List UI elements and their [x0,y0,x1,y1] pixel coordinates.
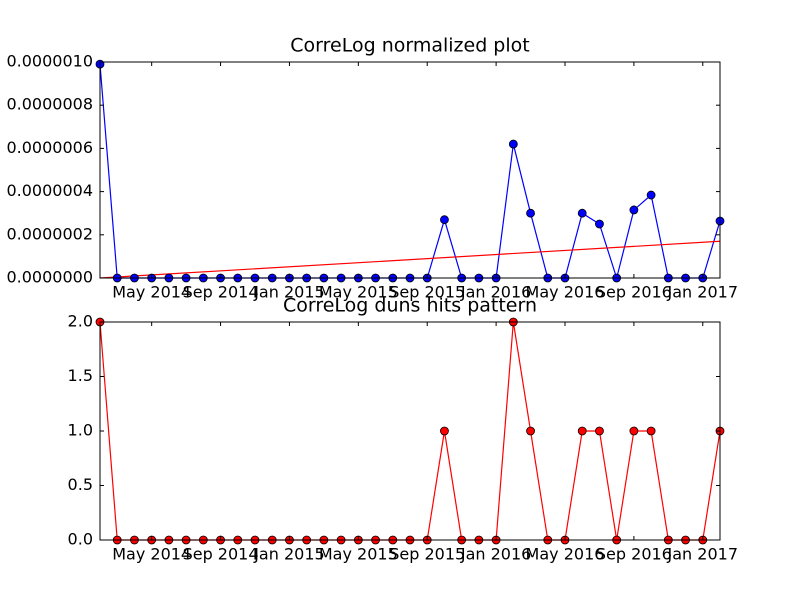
trend-line [99,240,721,279]
point [526,208,535,218]
x-tick-label: Sep 2015 [389,283,465,302]
point [646,426,656,436]
x-tick-label: May 2014 [112,545,191,564]
point [595,426,604,436]
x-tick-label: Sep 2016 [596,545,672,564]
x-tick-label: Jan 2016 [460,545,531,564]
x-tick-label: Jan 2017 [667,545,738,564]
x-tick-label: Jan 2017 [667,283,738,302]
point [526,426,535,436]
plot-frame [99,61,721,279]
x-tick-label: Jan 2015 [253,545,324,564]
y-tick-label: 0.0000000 [6,268,93,287]
point [577,426,587,436]
y-tick-label: 1.5 [68,366,93,385]
y-tick-label: 0.0000004 [6,181,93,200]
point [577,208,587,218]
x-tick-label: Sep 2015 [389,545,465,564]
point [629,426,639,436]
y-tick-label: 0.0000002 [6,224,93,243]
point [595,219,604,229]
y-tick-label: 0.0000010 [6,52,93,71]
point [440,426,449,436]
x-tick-label: Jan 2015 [253,283,324,302]
point [646,190,656,200]
y-tick-label: 2.0 [68,312,93,331]
x-tick-label: May 2014 [112,283,191,302]
x-tick-label: May 2015 [319,283,398,302]
x-tick-label: Sep 2014 [183,545,259,564]
x-tick-label: May 2016 [526,283,605,302]
chart-title: CorreLog duns hits pattern [283,295,537,317]
x-tick-label: Sep 2014 [183,283,259,302]
point [508,139,518,149]
point [629,205,639,215]
y-tick-label: 0.0000006 [6,138,93,157]
x-tick-label: Jan 2016 [460,283,531,302]
y-tick-label: 0.5 [68,475,93,494]
x-tick-label: May 2016 [526,545,605,564]
chart-title: CorreLog normalized plot [290,35,529,57]
y-tick-label: 0.0 [68,530,93,549]
point [440,215,449,225]
y-tick-label: 1.0 [68,421,93,440]
y-tick-label: 0.0000008 [6,95,93,114]
x-tick-label: May 2015 [319,545,398,564]
x-tick-label: Sep 2016 [596,283,672,302]
